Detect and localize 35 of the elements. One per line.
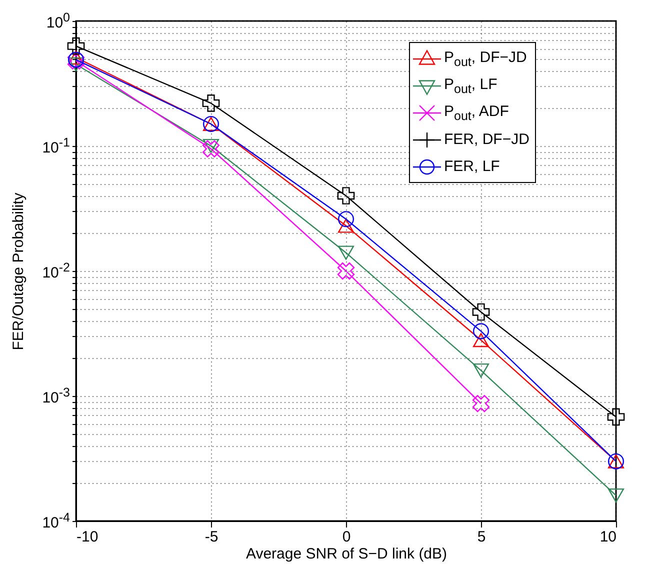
point — [338, 218, 354, 233]
point — [472, 363, 490, 378]
y-tick-label: 10$^{-3}$ — [42, 386, 70, 406]
x-tick-label: -10 — [76, 528, 98, 546]
x-tick-label: 0 — [342, 528, 351, 546]
x-tick-label: -5 — [204, 528, 218, 546]
x-axis-title: Average SNR of S−D link (dB) — [246, 546, 448, 562]
point — [202, 138, 220, 154]
point — [202, 140, 220, 158]
point — [67, 37, 85, 55]
point — [202, 94, 220, 112]
point — [608, 488, 624, 503]
legend-label: FER, LF — [444, 158, 500, 175]
legend-label: P$_{out}$, DF−JD — [444, 48, 527, 68]
x-tick-label: 5 — [477, 528, 486, 546]
point — [337, 187, 355, 204]
point — [337, 262, 355, 280]
legend-label: P$_{out}$, LF — [444, 76, 498, 96]
point — [472, 333, 490, 348]
legend-label: P$_{out}$, ADF — [444, 102, 509, 122]
point — [472, 303, 490, 321]
y-tick-label: 10$^{0}$ — [46, 10, 70, 32]
y-tick-label: 10$^{-2}$ — [42, 260, 70, 282]
y-tick-label: 10$^{-1}$ — [42, 136, 70, 156]
point — [472, 394, 490, 412]
point — [338, 211, 354, 228]
legend-label: FER, DF−JD — [444, 131, 530, 148]
y-tick-label: 10$^{-4}$ — [42, 510, 70, 532]
y-axis-title: FER/Outage Probability — [10, 192, 27, 350]
point — [472, 323, 490, 340]
point — [607, 408, 625, 426]
point — [68, 50, 84, 65]
point — [338, 246, 354, 260]
point — [68, 57, 84, 72]
x-tick-label: 10 — [600, 528, 616, 546]
